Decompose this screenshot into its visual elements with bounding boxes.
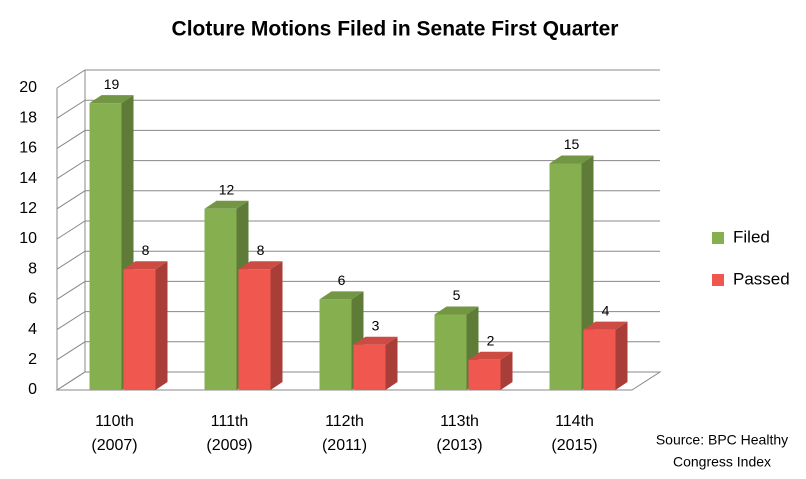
grid-line xyxy=(56,69,660,89)
x-tick-label: 114th xyxy=(555,413,594,430)
grid-line xyxy=(56,160,660,180)
legend-swatch xyxy=(712,274,724,286)
y-tick-label: 4 xyxy=(28,321,37,338)
y-tick-label: 10 xyxy=(19,230,37,247)
bar-side xyxy=(615,321,628,390)
y-tick-label: 12 xyxy=(19,200,37,217)
value-label: 5 xyxy=(453,287,461,303)
chart-title: Cloture Motions Filed in Senate First Qu… xyxy=(172,18,619,41)
source-note: Congress Index xyxy=(673,454,771,470)
bar-3d xyxy=(583,321,628,390)
legend-label: Filed xyxy=(733,227,770,246)
x-tick-label: 112th xyxy=(325,413,364,430)
bar xyxy=(89,103,122,390)
legend-swatch xyxy=(712,232,724,244)
value-label: 8 xyxy=(142,242,150,258)
bar-top xyxy=(353,336,398,345)
source-note: Source: BPC Healthy xyxy=(656,432,788,448)
value-label: 6 xyxy=(338,272,346,288)
y-tick-label: 16 xyxy=(19,140,37,157)
x-tick-label: 110th xyxy=(95,413,134,430)
bar-3d xyxy=(238,261,283,390)
y-tick-label: 14 xyxy=(19,170,37,187)
value-label: 15 xyxy=(564,136,580,152)
bar-top xyxy=(204,200,249,209)
bar xyxy=(468,359,501,390)
y-tick-label: 6 xyxy=(28,291,37,308)
bar xyxy=(549,163,582,390)
bar xyxy=(204,208,237,390)
bar-top xyxy=(238,261,283,270)
value-label: 2 xyxy=(487,333,495,349)
bar-top xyxy=(123,261,168,270)
value-label: 8 xyxy=(257,242,265,258)
bar xyxy=(583,329,616,390)
y-tick-label: 18 xyxy=(19,109,37,126)
bar-side xyxy=(385,336,398,390)
bar-3d xyxy=(468,351,513,390)
x-tick-label: (2015) xyxy=(551,437,597,454)
grid-line xyxy=(56,220,660,240)
y-tick-label: 20 xyxy=(19,79,37,96)
bar-side xyxy=(500,351,513,390)
y-tick-label: 8 xyxy=(28,260,37,277)
y-tick-label: 0 xyxy=(28,381,37,398)
value-label: 12 xyxy=(219,182,235,198)
value-label: 3 xyxy=(372,317,380,333)
value-label: 19 xyxy=(104,76,120,92)
bar-top xyxy=(468,351,513,360)
bar-top xyxy=(319,291,364,300)
bar-top xyxy=(583,321,628,330)
bar-3d xyxy=(123,261,168,390)
bar xyxy=(238,269,271,390)
x-tick-label: (2007) xyxy=(91,437,137,454)
bar xyxy=(353,344,386,390)
grid-line xyxy=(56,129,660,149)
x-tick-label: (2009) xyxy=(206,437,252,454)
value-label: 4 xyxy=(602,302,610,318)
bar-top xyxy=(549,155,594,164)
bar xyxy=(319,299,352,390)
bar-side xyxy=(270,261,283,390)
x-tick-label: 113th xyxy=(440,413,479,430)
bar-top xyxy=(89,95,134,104)
grid-line xyxy=(56,190,660,210)
x-tick-label: (2013) xyxy=(436,437,482,454)
x-tick-label: (2011) xyxy=(322,437,367,454)
grid-line xyxy=(56,250,660,270)
y-tick-label: 2 xyxy=(28,351,37,368)
grid-line xyxy=(56,99,660,119)
bar-3d xyxy=(353,336,398,390)
bar-side xyxy=(155,261,168,390)
x-tick-label: 111th xyxy=(211,413,249,430)
bar-top xyxy=(434,306,479,315)
bar xyxy=(434,314,467,390)
legend-label: Passed xyxy=(733,269,790,288)
grid-line xyxy=(56,280,660,300)
bar xyxy=(123,269,156,390)
